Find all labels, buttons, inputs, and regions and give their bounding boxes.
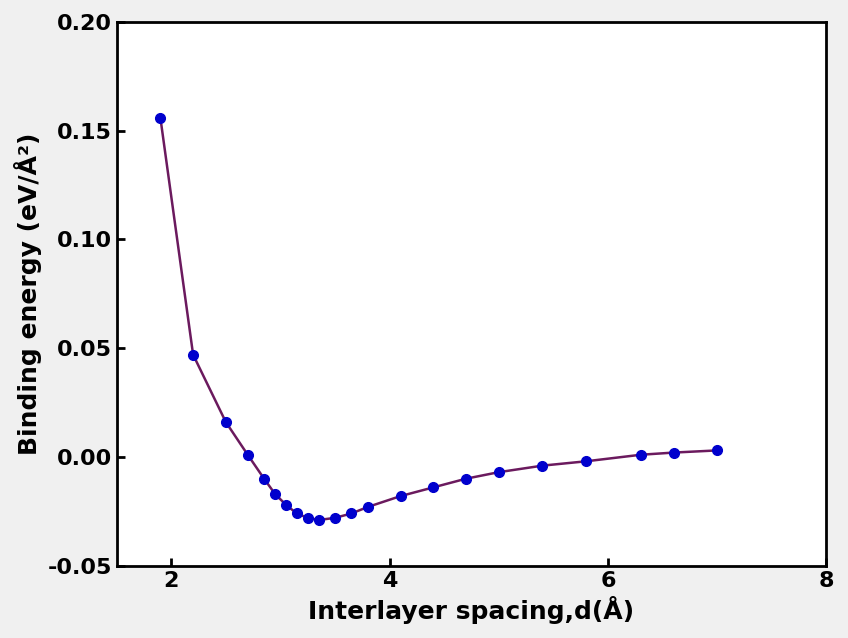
Point [219, 417, 232, 427]
Point [536, 461, 550, 471]
Point [328, 513, 342, 523]
Point [257, 473, 271, 484]
Point [187, 350, 200, 360]
Point [427, 482, 440, 493]
Point [153, 112, 167, 122]
Point [361, 502, 375, 512]
Y-axis label: Binding energy (eV/Å²): Binding energy (eV/Å²) [14, 133, 42, 455]
Point [268, 489, 282, 499]
Point [279, 500, 293, 510]
Point [711, 445, 724, 456]
Point [312, 515, 326, 525]
Point [301, 513, 315, 523]
Point [634, 450, 648, 460]
Point [344, 508, 358, 519]
Point [241, 450, 254, 460]
Point [290, 508, 304, 519]
X-axis label: Interlayer spacing,d(Å): Interlayer spacing,d(Å) [309, 596, 634, 624]
Point [393, 491, 407, 501]
Point [460, 473, 473, 484]
Point [492, 467, 505, 477]
Point [667, 447, 680, 457]
Point [579, 456, 593, 466]
